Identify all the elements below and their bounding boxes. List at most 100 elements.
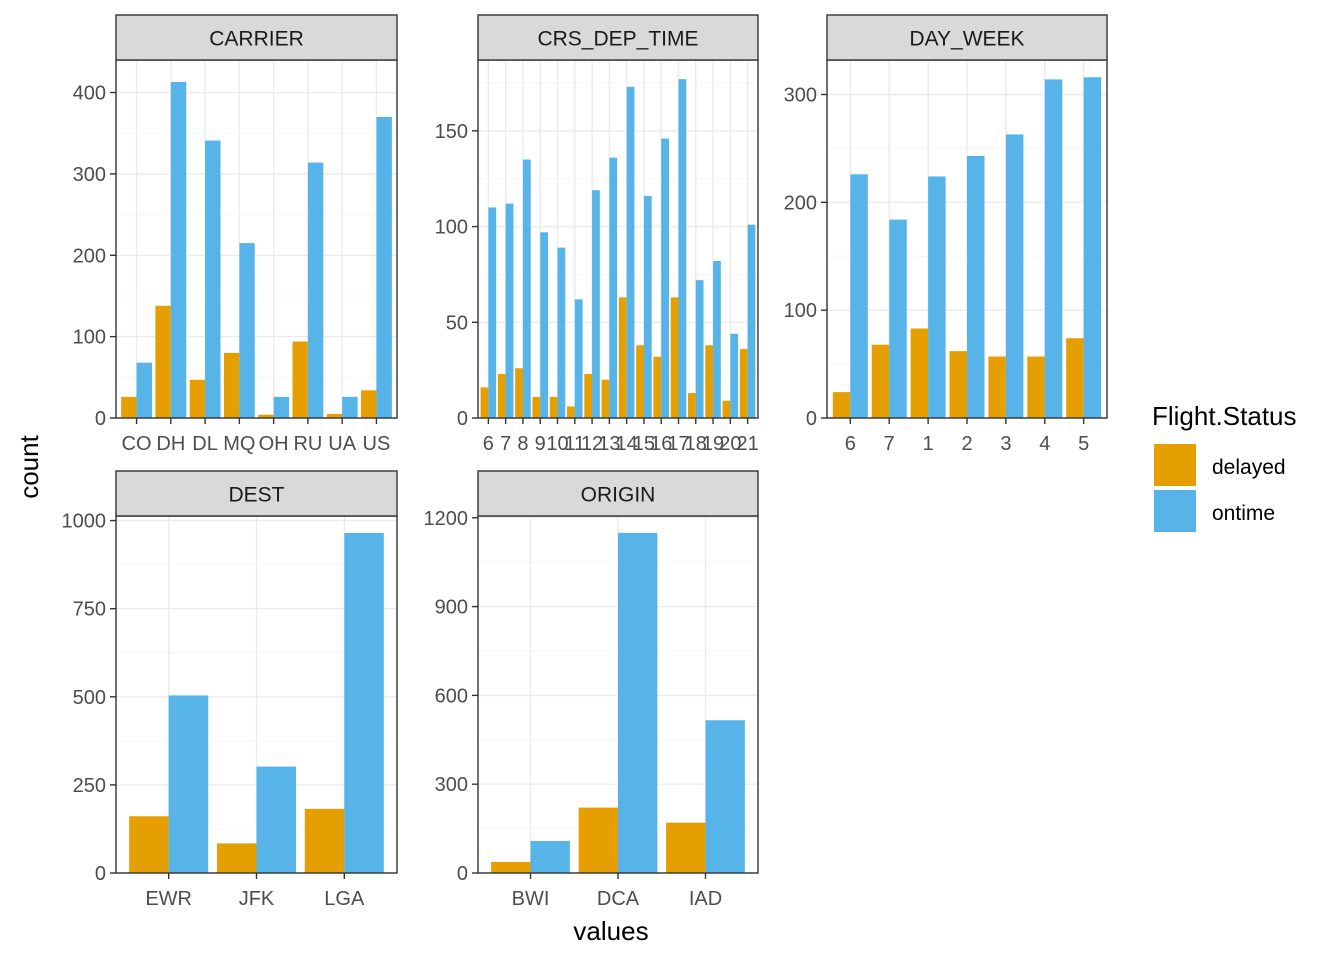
x-tick-label: OH (259, 433, 289, 455)
bar-ontime-14 (626, 86, 635, 419)
bar-ontime-10 (557, 247, 566, 418)
bar-delayed-16 (653, 356, 662, 418)
bar-ontime-BWI (530, 841, 570, 873)
bar-ontime-20 (730, 333, 739, 418)
bar-ontime-19 (713, 261, 721, 418)
bar-ontime-UA (342, 396, 358, 418)
legend-key-ontime (1154, 490, 1196, 532)
x-tick-label: CO (122, 433, 152, 455)
y-tick-label: 250 (73, 775, 106, 797)
facet-strip (477, 14, 759, 61)
bar-delayed-14 (618, 297, 627, 418)
bar-ontime-6 (488, 207, 497, 418)
facet-strip-label: CRS_DEP_TIME (537, 28, 698, 51)
x-tick-label: 8 (517, 433, 528, 455)
bar-delayed-6 (480, 387, 489, 418)
x-tick-label: 7 (884, 433, 895, 455)
x-tick-label: 17 (667, 433, 689, 455)
bar-ontime-16 (661, 138, 669, 418)
bar-ontime-1 (928, 176, 946, 418)
bar-delayed-12 (584, 373, 593, 418)
facet-strip (115, 470, 398, 517)
x-tick-label: 4 (1039, 433, 1050, 455)
bar-delayed-21 (739, 349, 748, 418)
y-tick-label: 100 (73, 327, 106, 349)
y-tick-label: 0 (457, 863, 468, 885)
y-tick-label: 0 (457, 408, 468, 430)
x-tick-label: 11 (564, 433, 585, 455)
bar-ontime-11 (574, 299, 583, 418)
y-tick-label: 1200 (424, 508, 469, 530)
x-tick-label: 18 (685, 433, 707, 455)
bar-ontime-CO (136, 362, 152, 418)
bar-delayed-9 (532, 396, 541, 418)
legend-key-delayed (1154, 444, 1196, 486)
facet-strip (477, 470, 759, 517)
x-tick-label: RU (293, 433, 322, 455)
x-tick-label: 15 (633, 433, 655, 455)
y-axis-title: count (14, 434, 44, 498)
y-tick-label: 900 (435, 597, 468, 619)
x-tick-label: 1 (923, 433, 934, 455)
y-tick-label: 500 (73, 687, 106, 709)
x-axis-title: values (573, 916, 648, 946)
bar-delayed-17 (670, 297, 679, 418)
bar-delayed-BWI (491, 862, 531, 873)
x-tick-label: 16 (650, 433, 672, 455)
bar-ontime-17 (678, 79, 687, 419)
bar-ontime-JFK (256, 766, 297, 873)
x-tick-label: 7 (500, 433, 511, 455)
facet-strip-label: CARRIER (209, 28, 304, 51)
x-tick-label: US (363, 433, 391, 455)
legend-label-ontime: ontime (1212, 502, 1275, 525)
bar-ontime-5 (1083, 77, 1102, 418)
bar-ontime-4 (1044, 79, 1063, 418)
x-tick-label: 10 (546, 433, 568, 455)
x-tick-label: 2 (961, 433, 972, 455)
bar-ontime-7 (889, 219, 907, 418)
x-tick-label: 9 (535, 433, 546, 455)
bar-delayed-CO (121, 396, 137, 418)
x-tick-label: EWR (145, 888, 192, 910)
bar-delayed-MQ (223, 352, 240, 418)
x-tick-label: IAD (689, 888, 722, 910)
y-tick-label: 300 (435, 774, 468, 796)
bar-delayed-DH (155, 305, 171, 418)
bar-delayed-7 (497, 373, 506, 418)
bar-delayed-2 (949, 351, 967, 418)
bar-delayed-6 (832, 392, 851, 418)
panel-carrier: CARRIER 0 100 200 300 400 CO DH DL MQ OH RU UA US (73, 14, 398, 455)
x-tick-label: 19 (702, 433, 724, 455)
x-tick-label: JFK (239, 888, 275, 910)
bar-ontime-MQ (239, 243, 255, 418)
bar-delayed-15 (636, 345, 644, 418)
x-tick-label: 12 (581, 433, 603, 455)
legend-label-delayed: delayed (1212, 456, 1286, 479)
bar-ontime-US (376, 116, 392, 419)
y-tick-label: 0 (806, 408, 817, 430)
y-tick-label: 150 (435, 121, 468, 143)
x-tick-label: MQ (223, 433, 255, 455)
facet-strip (826, 14, 1108, 61)
y-tick-label: 600 (435, 685, 468, 707)
bar-delayed-7 (871, 344, 890, 418)
bar-delayed-IAD (666, 822, 706, 873)
bar-delayed-19 (705, 345, 714, 418)
x-tick-label: 13 (598, 433, 620, 455)
facet-strip-label: ORIGIN (581, 484, 656, 507)
bar-ontime-DCA (618, 532, 658, 873)
bar-delayed-8 (515, 368, 523, 418)
bar-delayed-4 (1027, 356, 1045, 418)
x-tick-label: 21 (737, 433, 759, 455)
x-tick-label: 14 (616, 433, 638, 455)
y-tick-label: 0 (95, 863, 106, 885)
bar-ontime-DH (170, 81, 187, 418)
bar-ontime-15 (643, 195, 652, 418)
facet-strip-label: DAY_WEEK (909, 28, 1024, 51)
panel-day-week: DAY_WEEK 0 100 200 300 6 7 1 2 3 4 5 (784, 14, 1108, 455)
bar-ontime-8 (522, 159, 531, 419)
bar-delayed-13 (601, 379, 610, 418)
bar-delayed-RU (292, 341, 308, 418)
